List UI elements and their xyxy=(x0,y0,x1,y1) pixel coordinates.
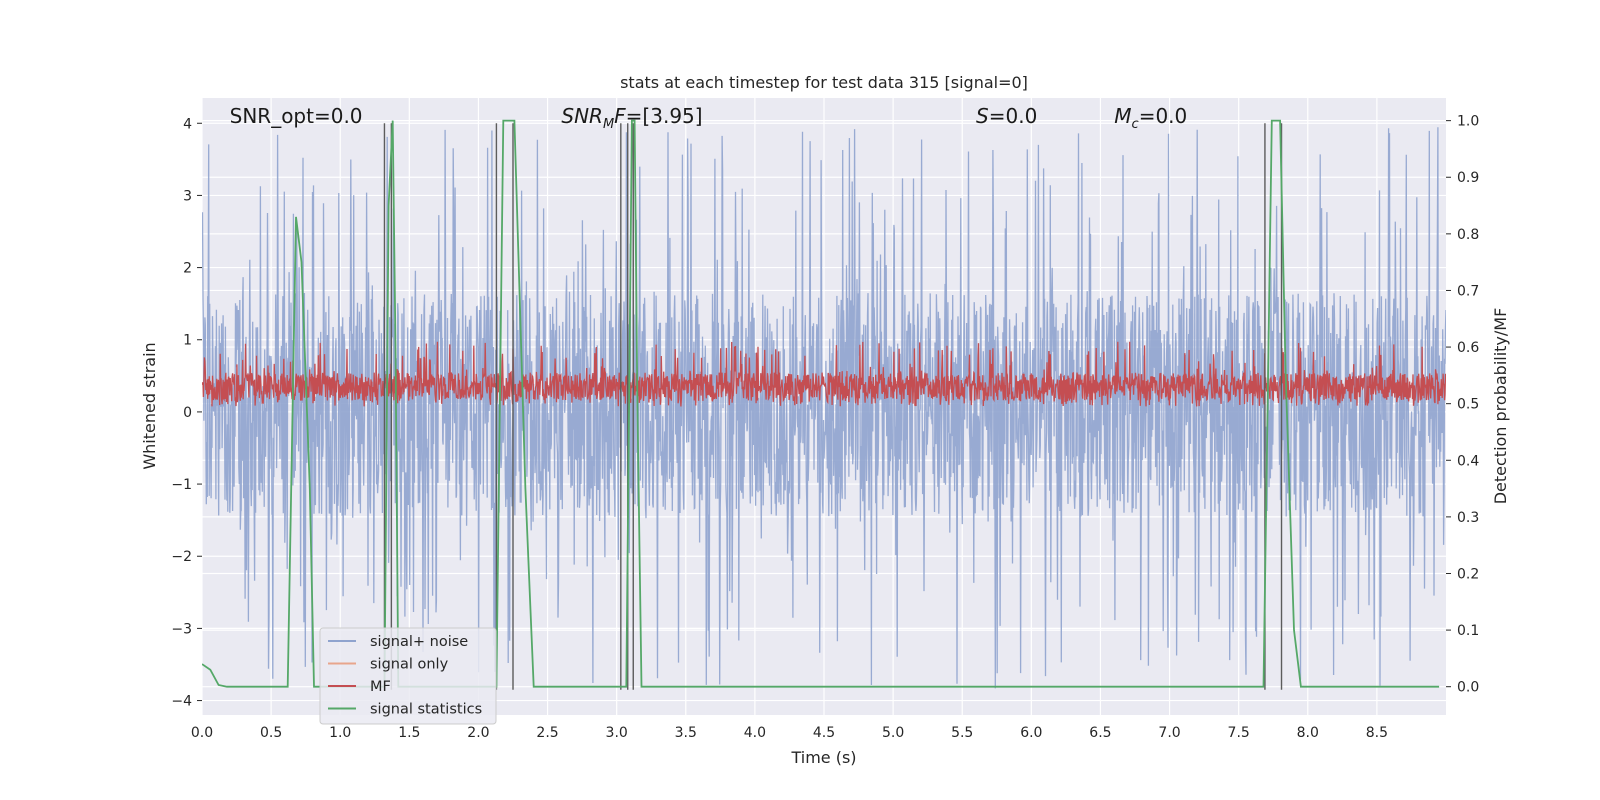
y-right-tick-label: 0.1 xyxy=(1457,623,1479,639)
y-left-tick-label: 2 xyxy=(183,261,192,277)
x-tick-label: 8.0 xyxy=(1297,725,1319,741)
y-right-tick-label: 0.2 xyxy=(1457,566,1479,582)
x-tick-label: 1.5 xyxy=(398,725,420,741)
y-right-tick-label: 0.7 xyxy=(1457,283,1479,299)
annotation-3: S=0.0 xyxy=(976,104,1037,128)
legend-label: signal+ noise xyxy=(370,634,468,650)
legend: signal+ noise signal only MF signal statist… xyxy=(319,627,497,725)
legend-label: signal statistics xyxy=(370,702,482,718)
x-tick-label: 2.0 xyxy=(467,725,489,741)
y-right-tick-label: 0.4 xyxy=(1457,453,1479,469)
x-tick-label: 7.0 xyxy=(1158,725,1180,741)
x-tick-labels: 0.0 0.5 1.0 1.5 2.0 2.5 3.0 3.5 4.0 4.5 5.0 5.5 6.0 6… xyxy=(191,725,1388,741)
x-tick-label: 0.0 xyxy=(191,725,213,741)
x-tick-label: 8.5 xyxy=(1366,725,1388,741)
x-axis-label: Time (s) xyxy=(790,748,856,767)
x-tick-label: 0.5 xyxy=(260,725,282,741)
legend-entries: signal+ noise signal only MF signal statist… xyxy=(328,634,482,718)
series-mf xyxy=(202,341,1446,407)
x-tick-label: 1.0 xyxy=(329,725,351,741)
y-right-tick-label: 0.3 xyxy=(1457,510,1479,526)
x-tick-label: 7.5 xyxy=(1228,725,1250,741)
y-left-tick-label: −1 xyxy=(171,477,192,493)
x-tick-label: 6.5 xyxy=(1089,725,1111,741)
x-tick-label: 6.0 xyxy=(1020,725,1042,741)
x-tick-label: 2.5 xyxy=(536,725,558,741)
y-left-tick-label: 3 xyxy=(183,188,192,204)
x-tick-label: 3.5 xyxy=(675,725,697,741)
series-signal-statistics xyxy=(202,119,1440,688)
x-tick-label: 4.5 xyxy=(813,725,835,741)
y-left-tick-label: −2 xyxy=(171,549,192,565)
legend-label: MF xyxy=(370,679,391,695)
x-tick-label: 4.0 xyxy=(744,725,766,741)
annotation-2: SNRMF=[3.95] xyxy=(561,104,702,132)
annotation-1: SNR_opt=0.0 xyxy=(230,104,363,128)
y-right-tick-label: 1.0 xyxy=(1457,114,1479,130)
y-left-tick-label: 1 xyxy=(183,333,192,349)
legend-box xyxy=(319,627,497,725)
y-left-tick-label: 0 xyxy=(183,405,192,421)
y-left-tick-label: −4 xyxy=(171,694,192,710)
y-right-tick-label: 0.9 xyxy=(1457,170,1479,186)
legend-label: signal only xyxy=(370,657,449,673)
y-right-tick-label: 0.8 xyxy=(1457,227,1479,243)
x-tick-label: 3.0 xyxy=(606,725,628,741)
series-signal-noise xyxy=(202,127,1446,689)
y-right-tick-label: 0.5 xyxy=(1457,397,1479,413)
plot-marks xyxy=(202,119,1446,690)
chart-title: stats at each timestep for test data 315… xyxy=(620,73,1028,92)
y-left-tick-label: 4 xyxy=(183,116,192,132)
y-left-tick-labels: −4 −3 −2 −1 0 1 2 3 4 xyxy=(171,116,202,710)
y-right-tick-label: 0.6 xyxy=(1457,340,1479,356)
y-right-tick-labels: 0.0 0.1 0.2 0.3 0.4 0.5 0.6 0.7 0.8 0.9 1.0 xyxy=(1446,114,1479,696)
y-axis-label-right: Detection probability/MF xyxy=(1491,308,1510,505)
y-right-tick-label: 0.0 xyxy=(1457,680,1479,696)
x-tick-label: 5.0 xyxy=(882,725,904,741)
annotations: SNR_opt=0.0 SNRMF=[3.95] S=0.0 Mc=0.0 xyxy=(230,104,1188,132)
x-tick-label: 5.5 xyxy=(951,725,973,741)
annotation-4: Mc=0.0 xyxy=(1114,104,1187,132)
y-axis-label-left: Whitened strain xyxy=(140,342,159,469)
y-left-tick-label: −3 xyxy=(171,621,192,637)
